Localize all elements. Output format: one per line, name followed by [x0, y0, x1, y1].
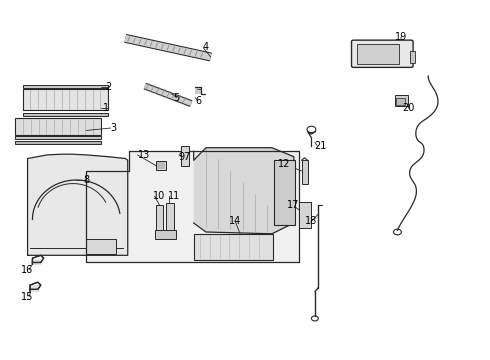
Bar — [302, 160, 308, 184]
Bar — [15, 118, 101, 135]
Bar — [394, 95, 408, 106]
Bar — [23, 85, 108, 88]
Text: 15: 15 — [22, 292, 34, 302]
Text: 4: 4 — [203, 42, 209, 52]
Text: 21: 21 — [315, 141, 327, 151]
Text: 17: 17 — [287, 200, 299, 210]
Bar — [23, 113, 108, 116]
Text: 18: 18 — [305, 216, 318, 226]
Bar — [155, 230, 175, 239]
Text: 12: 12 — [278, 159, 290, 169]
Bar — [15, 135, 101, 139]
Bar — [15, 141, 101, 144]
Bar — [195, 87, 201, 94]
Text: 20: 20 — [402, 103, 415, 113]
Polygon shape — [86, 151, 299, 262]
Bar — [86, 239, 116, 253]
Text: 8: 8 — [83, 175, 89, 185]
Polygon shape — [194, 148, 294, 234]
Text: 9: 9 — [178, 152, 185, 162]
Polygon shape — [27, 154, 128, 255]
Text: 11: 11 — [168, 191, 180, 201]
Bar — [299, 202, 311, 228]
Text: 16: 16 — [22, 265, 34, 275]
Bar — [194, 234, 273, 260]
Bar — [31, 258, 41, 265]
Bar — [157, 162, 165, 169]
Text: 19: 19 — [395, 32, 408, 41]
Bar — [181, 146, 189, 166]
Text: 10: 10 — [153, 191, 166, 201]
Text: 3: 3 — [110, 123, 116, 133]
Text: 14: 14 — [229, 216, 242, 226]
Bar — [166, 203, 173, 232]
Text: 2: 2 — [105, 82, 111, 92]
Text: 5: 5 — [173, 93, 180, 103]
Bar — [156, 205, 163, 230]
Text: 7: 7 — [183, 152, 190, 162]
Bar — [156, 161, 166, 170]
Bar — [29, 285, 39, 292]
Bar — [396, 98, 405, 105]
FancyBboxPatch shape — [351, 40, 413, 67]
Bar — [274, 160, 295, 225]
Bar — [357, 44, 399, 64]
Bar — [23, 89, 108, 110]
Text: 13: 13 — [138, 150, 150, 160]
Bar — [410, 50, 415, 63]
Text: 6: 6 — [196, 96, 202, 106]
Text: 1: 1 — [103, 103, 109, 113]
